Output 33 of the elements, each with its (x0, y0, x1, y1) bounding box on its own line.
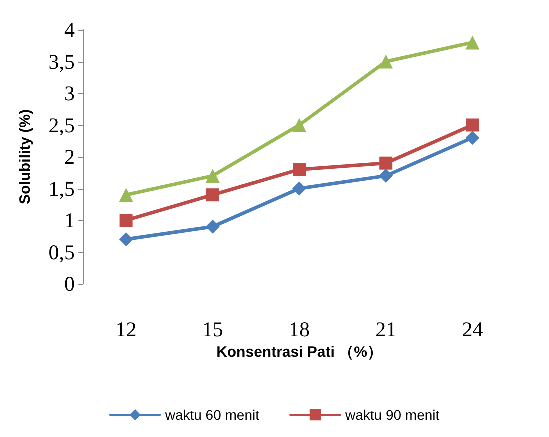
y-tick-label: 4 (64, 18, 76, 42)
y-tick-label: 3,5 (48, 50, 75, 74)
point (293, 163, 306, 176)
y-tick-label: 1,5 (48, 176, 75, 201)
point (466, 36, 480, 50)
legend-label: waktu 90 menit (344, 407, 440, 423)
point (466, 130, 480, 145)
y-tick-label: 2 (64, 145, 75, 169)
point (206, 169, 220, 184)
x-tick-label: 24 (462, 318, 484, 342)
x-tick-label: 12 (116, 318, 137, 342)
point (120, 214, 133, 227)
y-tick-label: 1 (64, 208, 75, 232)
point (292, 118, 306, 132)
x-tick-label: 15 (202, 318, 224, 342)
y-tick-label: 3 (64, 82, 75, 106)
legend-label: waktu 60 menit (164, 407, 260, 423)
point (380, 156, 393, 170)
point (119, 188, 134, 202)
x-axis-title: Konsentrasi Pati （%） (216, 344, 382, 361)
y-axis-title: Solubility (%) (17, 110, 34, 204)
point (292, 182, 306, 196)
point (379, 54, 394, 69)
point (379, 169, 394, 184)
y-tick-label: 0,5 (48, 240, 75, 264)
point (119, 232, 134, 247)
x-tick-label: 21 (376, 318, 397, 342)
point (206, 188, 220, 202)
x-tick-label: 18 (289, 318, 310, 342)
point (206, 220, 220, 234)
y-tick-label: 2,5 (48, 113, 75, 138)
point (466, 118, 480, 132)
y-tick-label: 0 (64, 272, 75, 296)
